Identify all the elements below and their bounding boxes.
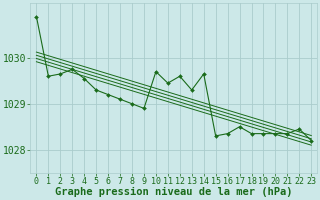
X-axis label: Graphe pression niveau de la mer (hPa): Graphe pression niveau de la mer (hPa) [55,187,292,197]
